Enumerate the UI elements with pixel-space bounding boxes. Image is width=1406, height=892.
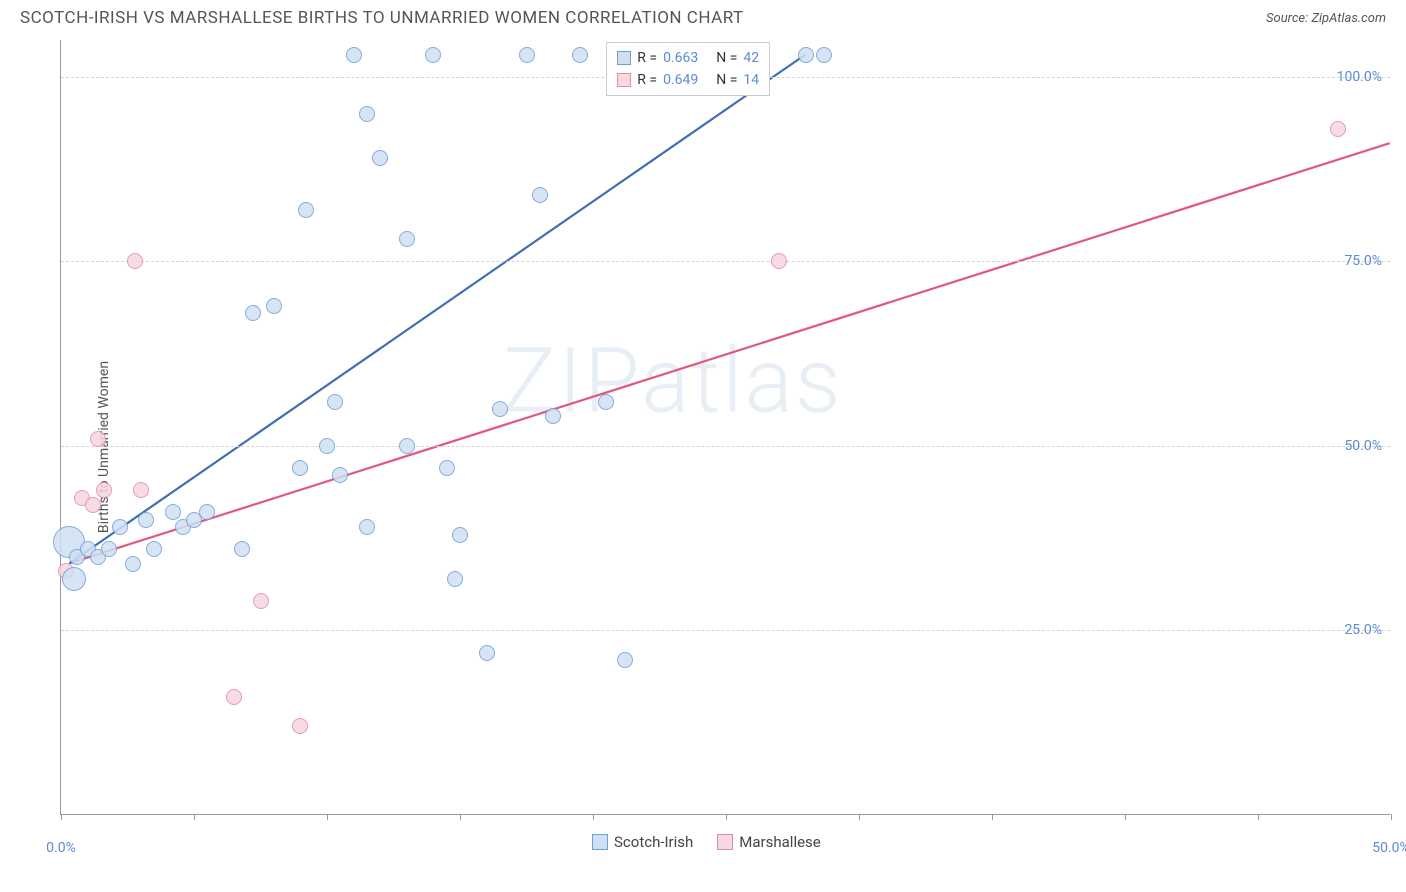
x-tick [593, 814, 594, 820]
data-point [62, 567, 86, 591]
stats-legend: R = 0.663 N = 42 R = 0.649 N = 14 [606, 42, 770, 96]
data-point [425, 47, 441, 63]
data-point [572, 47, 588, 63]
legend-item: Marshallese [717, 833, 820, 851]
chart-title: SCOTCH-IRISH VS MARSHALLESE BIRTHS TO UN… [20, 8, 744, 28]
x-tick [859, 814, 860, 820]
trend-line [69, 143, 1389, 563]
data-point [199, 504, 215, 520]
r-label: R = [637, 47, 657, 69]
data-point [492, 401, 508, 417]
data-point [133, 482, 149, 498]
data-point [292, 460, 308, 476]
r-value: 0.649 [663, 69, 698, 91]
legend-swatch-icon [617, 51, 631, 65]
n-label: N = [716, 69, 737, 91]
data-point [1330, 121, 1346, 137]
y-tick-label: 50.0% [1344, 438, 1382, 454]
x-tick [460, 814, 461, 820]
r-value: 0.663 [663, 47, 698, 69]
legend-item: Scotch-Irish [592, 833, 693, 851]
data-point [771, 253, 787, 269]
x-tick-label-end: 50.0% [1372, 840, 1406, 856]
x-tick [1391, 814, 1392, 820]
data-point [253, 593, 269, 609]
stats-legend-row: R = 0.649 N = 14 [617, 69, 759, 91]
data-point [816, 47, 832, 63]
plot-area: ZIPatlas 25.0%50.0%75.0%100.0%0.0%50.0%R… [60, 40, 1390, 815]
x-tick [992, 814, 993, 820]
data-point [96, 482, 112, 498]
data-point [399, 231, 415, 247]
y-tick-label: 25.0% [1344, 622, 1382, 638]
data-point [372, 150, 388, 166]
data-point [447, 571, 463, 587]
series-legend: Scotch-Irish Marshallese [592, 833, 821, 851]
data-point [519, 47, 535, 63]
n-label: N = [716, 47, 737, 69]
data-point [798, 47, 814, 63]
x-tick [194, 814, 195, 820]
source-attribution: Source: ZipAtlas.com [1266, 11, 1386, 26]
grid-line [61, 630, 1390, 631]
data-point [359, 106, 375, 122]
legend-label: Scotch-Irish [614, 833, 693, 851]
data-point [359, 519, 375, 535]
data-point [85, 497, 101, 513]
data-point [234, 541, 250, 557]
x-tick [1125, 814, 1126, 820]
x-tick [726, 814, 727, 820]
data-point [332, 467, 348, 483]
n-value: 42 [743, 47, 759, 69]
x-tick-label-start: 0.0% [46, 840, 76, 856]
legend-swatch-icon [617, 73, 631, 87]
data-point [298, 202, 314, 218]
data-point [127, 253, 143, 269]
data-point [112, 519, 128, 535]
data-point [452, 527, 468, 543]
data-point [598, 394, 614, 410]
data-point [90, 431, 106, 447]
data-point [327, 394, 343, 410]
grid-line [61, 261, 1390, 262]
legend-swatch-icon [717, 834, 733, 850]
grid-line [61, 446, 1390, 447]
data-point [146, 541, 162, 557]
data-point [439, 460, 455, 476]
data-point [319, 438, 335, 454]
data-point [545, 408, 561, 424]
data-point [346, 47, 362, 63]
n-value: 14 [743, 69, 759, 91]
r-label: R = [637, 69, 657, 91]
data-point [226, 689, 242, 705]
data-point [165, 504, 181, 520]
x-tick [327, 814, 328, 820]
legend-label: Marshallese [739, 833, 820, 851]
data-point [479, 645, 495, 661]
data-point [101, 541, 117, 557]
trend-lines [61, 40, 1390, 814]
legend-swatch-icon [592, 834, 608, 850]
x-tick [1258, 814, 1259, 820]
data-point [245, 305, 261, 321]
data-point [125, 556, 141, 572]
data-point [292, 718, 308, 734]
stats-legend-row: R = 0.663 N = 42 [617, 47, 759, 69]
trend-line [69, 55, 805, 564]
correlation-chart: Births to Unmarried Women ZIPatlas 25.0%… [0, 32, 1406, 862]
data-point [138, 512, 154, 528]
x-tick [61, 814, 62, 820]
y-tick-label: 75.0% [1344, 253, 1382, 269]
data-point [266, 298, 282, 314]
data-point [399, 438, 415, 454]
data-point [617, 652, 633, 668]
y-tick-label: 100.0% [1337, 69, 1382, 85]
data-point [532, 187, 548, 203]
